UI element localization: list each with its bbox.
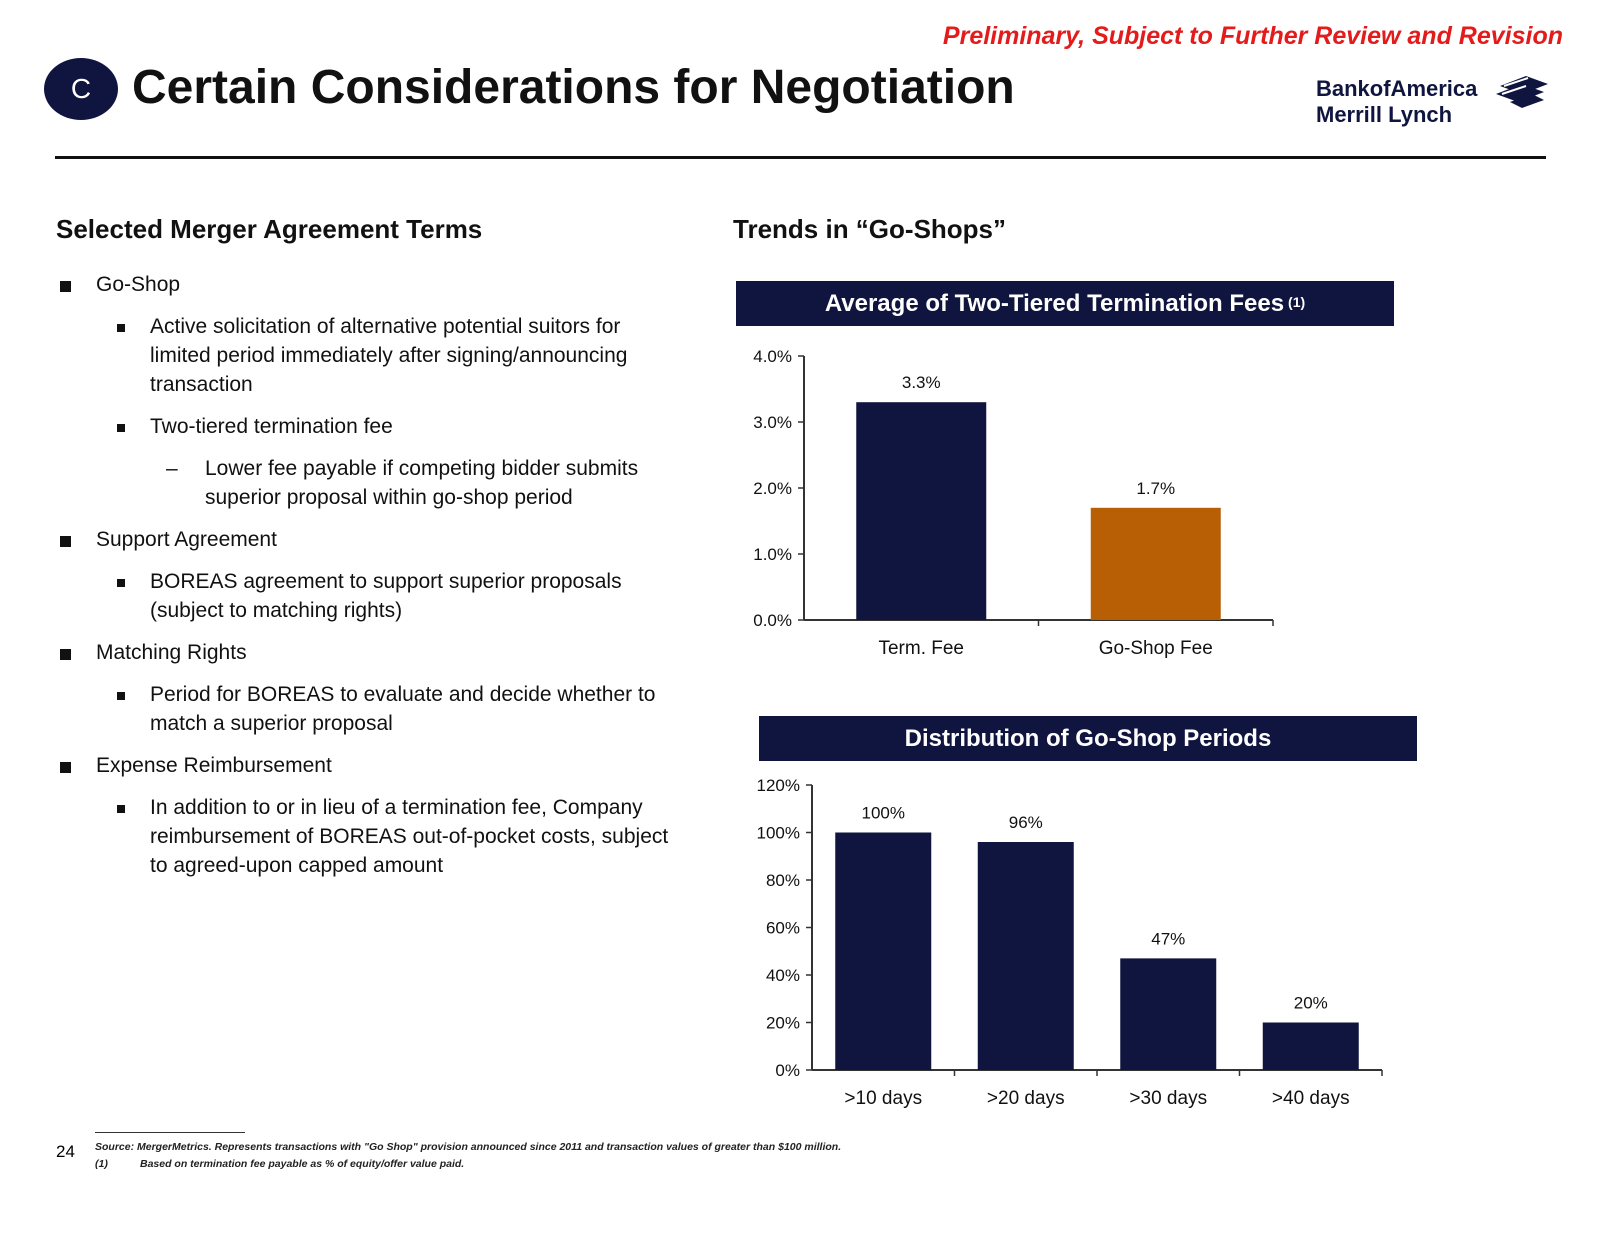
bar-value-label: 3.3%: [902, 373, 941, 392]
category-label: Term. Fee: [878, 638, 964, 659]
bullet-item-level1: Matching Rights: [56, 638, 676, 667]
bar-value-label: 96%: [1009, 813, 1043, 832]
bar-1: [1090, 507, 1221, 620]
right-heading: Trends in “Go-Shops”: [733, 214, 1007, 244]
bullet-item-level1: Support Agreement: [56, 525, 676, 554]
bullet-item-level2: Two-tiered termination fee: [56, 412, 676, 441]
category-label: Go-Shop Fee: [1099, 638, 1213, 659]
go-shop-periods-chart: 0% 20% 40% 60% 80% 100% 120% 100% >10 days 96% >20…: [757, 776, 1383, 1109]
bullet-text: Period for BOREAS to evaluate and decide…: [150, 683, 656, 735]
logo-text-line1: BankofAmerica: [1316, 76, 1478, 101]
source-note: Source: MergerMetrics. Represents transa…: [95, 1141, 842, 1153]
bar-value-label: 47%: [1151, 929, 1185, 948]
y-tick-label: 2.0%: [753, 479, 792, 498]
square-bullet-icon: [117, 424, 125, 432]
bar-2: [1120, 958, 1217, 1070]
bar-value-label: 20%: [1294, 994, 1328, 1013]
bar-value-label: 100%: [862, 804, 905, 823]
category-label: >30 days: [1129, 1088, 1207, 1109]
y-tick-label: 80%: [766, 871, 800, 890]
y-tick-label: 60%: [766, 919, 800, 938]
flag-icon: [1496, 76, 1548, 108]
bullet-text: In addition to or in lieu of a terminati…: [150, 796, 669, 877]
y-tick-label: 4.0%: [753, 347, 792, 366]
preliminary-note: Preliminary, Subject to Further Review a…: [942, 22, 1563, 50]
footnote-marker: (1): [95, 1158, 108, 1170]
y-tick-label: 40%: [766, 966, 800, 985]
bar-1: [977, 842, 1074, 1070]
y-tick-label: 100%: [757, 824, 800, 843]
bullet-item-level2: Active solicitation of alternative poten…: [56, 312, 676, 399]
y-tick-label: 120%: [757, 776, 800, 795]
chart1-title: Average of Two-Tiered Termination Fees: [824, 289, 1285, 317]
square-bullet-icon: [60, 649, 71, 660]
chart2-title: Distribution of Go-Shop Periods: [904, 724, 1272, 752]
bullet-text: Matching Rights: [96, 641, 247, 664]
bullet-item-level3: – Lower fee payable if competing bidder s…: [56, 454, 676, 512]
dash-bullet-icon: –: [166, 457, 178, 480]
bullet-text: Two-tiered termination fee: [150, 415, 393, 438]
footnote-text: Based on termination fee payable as % of…: [140, 1158, 465, 1170]
bullet-item-level2: BOREAS agreement to support superior pro…: [56, 567, 676, 625]
bullet-item-level1: Expense Reimbursement: [56, 751, 676, 780]
bullet-text: Expense Reimbursement: [96, 754, 332, 777]
chart2-title-banner: Distribution of Go-Shop Periods: [759, 716, 1417, 761]
bar-0: [856, 402, 987, 620]
page-number: 24: [56, 1142, 75, 1161]
y-tick-label: 0.0%: [753, 611, 792, 630]
termination-fee-chart: 0.0% 1.0% 2.0% 3.0% 4.0% 3.3% Term. Fee 1.7% Go-…: [753, 347, 1274, 659]
bullet-text: BOREAS agreement to support superior pro…: [150, 570, 622, 622]
logo-text-line2: Merrill Lynch: [1316, 102, 1453, 127]
bullet-text: Lower fee payable if competing bidder su…: [205, 457, 639, 509]
square-bullet-icon: [117, 805, 125, 813]
square-bullet-icon: [60, 281, 71, 292]
bullet-item-level2: In addition to or in lieu of a terminati…: [56, 793, 676, 880]
chart1-title-footnote: (1): [1288, 293, 1306, 310]
y-tick-label: 1.0%: [753, 545, 792, 564]
bar-value-label: 1.7%: [1136, 479, 1175, 498]
y-tick-label: 20%: [766, 1014, 800, 1033]
bullet-list: Go-Shop Active solicitation of alternativ…: [56, 270, 676, 893]
bullet-text: Go-Shop: [96, 273, 181, 296]
left-heading: Selected Merger Agreement Terms: [56, 214, 483, 244]
section-badge: C: [44, 58, 118, 120]
category-label: >20 days: [987, 1088, 1065, 1109]
square-bullet-icon: [117, 692, 125, 700]
bank-logo: BankofAmerica Merrill Lynch: [1316, 74, 1552, 130]
category-label: >40 days: [1272, 1088, 1350, 1109]
bullet-text: Support Agreement: [96, 528, 277, 551]
footnote-divider: [95, 1132, 245, 1133]
title-divider: [55, 156, 1546, 159]
square-bullet-icon: [117, 324, 125, 332]
page-title: Certain Considerations for Negotiation: [132, 61, 1015, 114]
bullet-item-level1: Go-Shop: [56, 270, 676, 299]
bar-3: [1262, 1022, 1359, 1070]
category-label: >10 days: [844, 1088, 922, 1109]
bullet-item-level2: Period for BOREAS to evaluate and decide…: [56, 680, 676, 738]
chart1-title-banner: Average of Two-Tiered Termination Fees (1…: [736, 281, 1394, 326]
y-tick-label: 3.0%: [753, 413, 792, 432]
square-bullet-icon: [117, 579, 125, 587]
y-tick-label: 0%: [775, 1061, 800, 1080]
bullet-text: Active solicitation of alternative poten…: [150, 315, 628, 396]
square-bullet-icon: [60, 762, 71, 773]
bar-0: [835, 832, 932, 1070]
square-bullet-icon: [60, 536, 71, 547]
